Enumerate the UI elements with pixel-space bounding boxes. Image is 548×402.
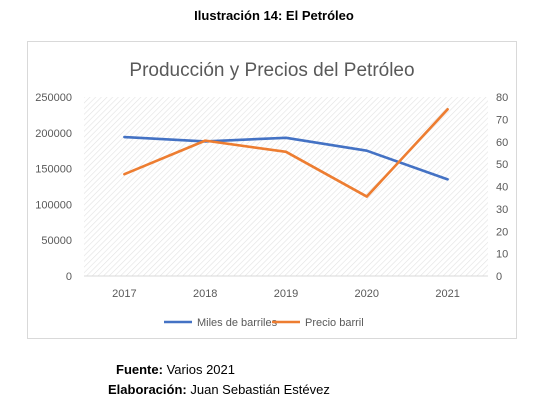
source-value: Varios 2021 bbox=[166, 362, 235, 377]
series-line-miles-de-barriles bbox=[123, 135, 449, 181]
elaboration-line: Elaboración: Juan Sebastián Estévez bbox=[108, 382, 330, 397]
figure-caption: Ilustración 14: El Petróleo bbox=[194, 8, 354, 23]
y-right-tick-label: 70 bbox=[496, 114, 508, 126]
x-tick-label: 2017 bbox=[112, 288, 136, 300]
plot-area bbox=[84, 97, 488, 276]
y-left-tick-label: 150000 bbox=[35, 164, 72, 176]
y-left-tick-label: 0 bbox=[66, 271, 72, 283]
y-left-tick-label: 100000 bbox=[35, 199, 72, 211]
legend-label: Miles de barriles bbox=[197, 317, 278, 329]
y-right-tick-label: 50 bbox=[496, 159, 508, 171]
y-right-tick-label: 40 bbox=[496, 182, 508, 194]
elaboration-label: Elaboración: bbox=[108, 382, 187, 397]
y-left-tick-label: 200000 bbox=[35, 128, 72, 140]
elaboration-value: Juan Sebastián Estévez bbox=[190, 382, 330, 397]
y-right-tick-label: 20 bbox=[496, 226, 508, 238]
x-tick-label: 2021 bbox=[435, 288, 459, 300]
x-tick-label: 2019 bbox=[274, 288, 298, 300]
y-right-tick-label: 30 bbox=[496, 204, 508, 216]
legend-label: Precio barril bbox=[305, 317, 364, 329]
source-line: Fuente: Varios 2021 bbox=[116, 362, 235, 377]
source-label: Fuente: bbox=[116, 362, 163, 377]
y-left-tick-label: 50000 bbox=[41, 235, 72, 247]
chart-title: Producción y Precios del Petróleo bbox=[129, 60, 414, 81]
y-right-tick-label: 10 bbox=[496, 249, 508, 261]
y-right-tick-label: 0 bbox=[496, 271, 502, 283]
x-tick-label: 2018 bbox=[193, 288, 217, 300]
series-line-precio-barril bbox=[123, 108, 449, 198]
y-right-tick-label: 60 bbox=[496, 137, 508, 149]
y-right-tick-label: 80 bbox=[496, 92, 508, 104]
y-left-tick-label: 250000 bbox=[35, 92, 72, 104]
x-tick-label: 2020 bbox=[355, 288, 379, 300]
